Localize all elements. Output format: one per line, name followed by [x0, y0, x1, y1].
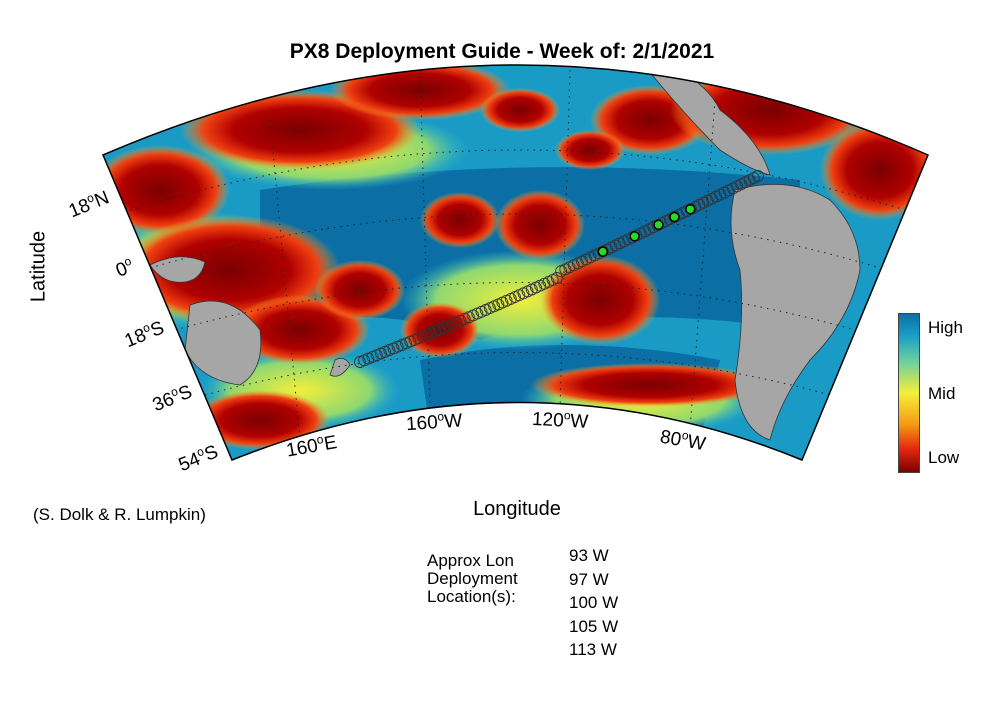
deployment-marker: [653, 219, 664, 231]
deployment-label-line: Location(s):: [427, 587, 516, 606]
land-masses: [149, 65, 928, 441]
map-field: [103, 65, 928, 460]
colorbar-label-mid: Mid: [928, 384, 956, 403]
credit-text: (S. Dolk & R. Lumpkin): [33, 505, 206, 524]
y-axis-label: Latitude: [27, 230, 50, 303]
deployment-marker: [597, 246, 609, 257]
page-title: PX8 Deployment Guide - Week of: 2/1/2021: [289, 40, 715, 63]
deployment-location: 105 W: [569, 616, 619, 636]
deployment-marker: [669, 211, 680, 223]
graticule: [129, 69, 906, 441]
deployment-label-line: Deployment: [427, 569, 518, 588]
deployment-locations: 93 W 97 W 100 W 105 W 113 W: [569, 544, 618, 662]
deployment-marker: [629, 231, 640, 242]
deployment-location: 100 W: [569, 593, 619, 612]
route-point: [550, 272, 563, 284]
colorbar-label-high: High: [928, 318, 963, 337]
ship-route: [354, 170, 764, 368]
deployment-location: 113 W: [569, 640, 617, 659]
deployment-location: 93 W: [569, 546, 609, 565]
lon-tick-120w: 120oW: [531, 408, 589, 433]
deployment-label: Approx Lon Deployment Location(s):: [427, 552, 518, 606]
x-axis-label: Longitude: [473, 498, 561, 520]
route-point: [752, 170, 764, 182]
deployment-location: 97 W: [569, 569, 609, 589]
deployment-label-line: Approx Lon: [427, 551, 514, 570]
map-frame: [102, 64, 929, 461]
lon-tick-160w: 160oW: [405, 409, 464, 436]
deployment-marker: [685, 203, 696, 215]
colorbar-label-low: Low: [928, 448, 960, 467]
colorbar: [898, 313, 920, 473]
